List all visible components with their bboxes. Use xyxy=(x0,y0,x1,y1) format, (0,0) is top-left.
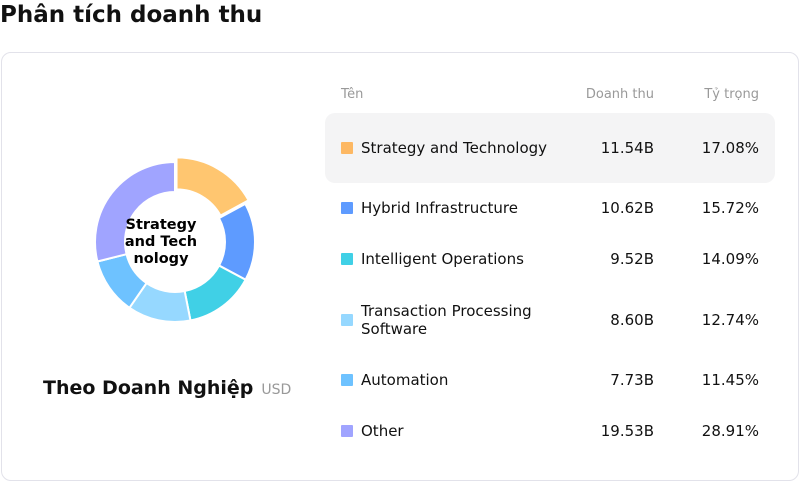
donut-slice[interactable] xyxy=(175,156,250,217)
donut-chart xyxy=(94,156,256,323)
header-share: Tỷ trọng xyxy=(704,87,759,102)
row-share: 17.08% xyxy=(701,139,759,157)
row-name: Intelligent Operations xyxy=(361,250,524,268)
table-row[interactable]: Other 19.53B 28.91% xyxy=(325,406,775,456)
subtitle-text: Theo Doanh Nghiệp xyxy=(43,377,254,399)
row-revenue: 11.54B xyxy=(600,139,654,157)
row-revenue: 9.52B xyxy=(610,250,654,268)
legend-swatch xyxy=(341,314,353,326)
row-name: Strategy and Technology xyxy=(361,139,548,157)
row-revenue: 8.60B xyxy=(610,311,654,329)
revenue-card xyxy=(1,52,799,481)
table-row[interactable]: Strategy and Technology 11.54B 17.08% xyxy=(325,113,775,183)
donut-center-label: Strategy and Technology xyxy=(124,217,198,267)
header-name: Tên xyxy=(341,87,364,102)
legend-swatch xyxy=(341,374,353,386)
table-row[interactable]: Intelligent Operations 9.52B 14.09% xyxy=(325,234,775,284)
table-row[interactable]: Hybrid Infrastructure 10.62B 15.72% xyxy=(325,183,775,233)
row-share: 28.91% xyxy=(701,422,759,440)
donut-slice[interactable] xyxy=(94,160,176,263)
table-row[interactable]: Automation 7.73B 11.45% xyxy=(325,355,775,405)
row-name: Transaction Processing Software xyxy=(361,302,532,338)
row-revenue: 7.73B xyxy=(610,371,654,389)
row-share: 14.09% xyxy=(701,250,759,268)
row-revenue: 10.62B xyxy=(600,199,654,217)
row-share: 11.45% xyxy=(701,371,759,389)
row-name: Automation xyxy=(361,371,449,389)
legend-swatch xyxy=(341,142,353,154)
row-share: 15.72% xyxy=(701,199,759,217)
row-name: Other xyxy=(361,422,404,440)
legend-swatch xyxy=(341,425,353,437)
legend-swatch xyxy=(341,202,353,214)
unit-label: USD xyxy=(261,382,292,398)
header-revenue: Doanh thu xyxy=(585,87,654,102)
table-row[interactable]: Transaction Processing Software 8.60B 12… xyxy=(325,285,775,355)
row-share: 12.74% xyxy=(701,311,759,329)
row-name: Hybrid Infrastructure xyxy=(361,199,518,217)
chart-subtitle: Theo Doanh Nghiệp USD xyxy=(43,377,291,399)
page-title: Phân tích doanh thu xyxy=(0,2,263,28)
donut-slice[interactable] xyxy=(183,264,247,322)
row-revenue: 19.53B xyxy=(600,422,654,440)
legend-swatch xyxy=(341,253,353,265)
